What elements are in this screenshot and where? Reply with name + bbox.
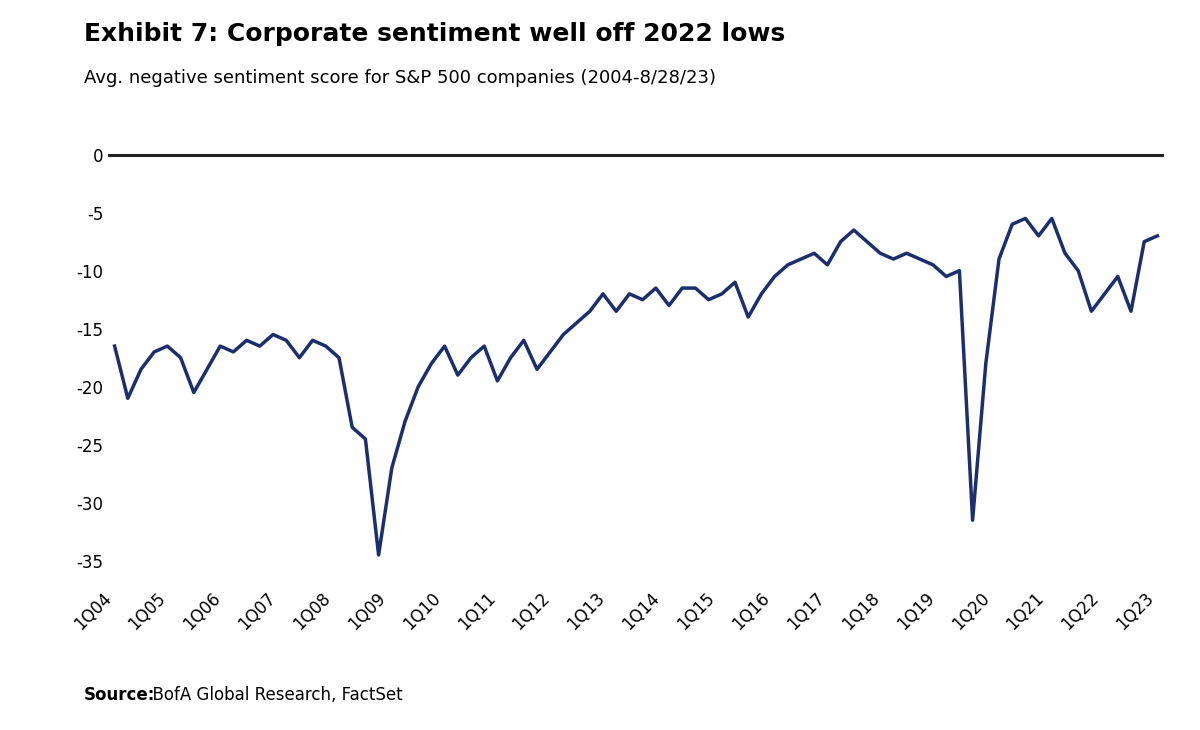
Text: Exhibit 7: Corporate sentiment well off 2022 lows: Exhibit 7: Corporate sentiment well off … — [84, 22, 785, 46]
Text: BofA Global Research, FactSet: BofA Global Research, FactSet — [142, 686, 402, 704]
Text: Source:: Source: — [84, 686, 155, 704]
Text: Avg. negative sentiment score for S&P 500 companies (2004-8/28/23): Avg. negative sentiment score for S&P 50… — [84, 69, 716, 88]
